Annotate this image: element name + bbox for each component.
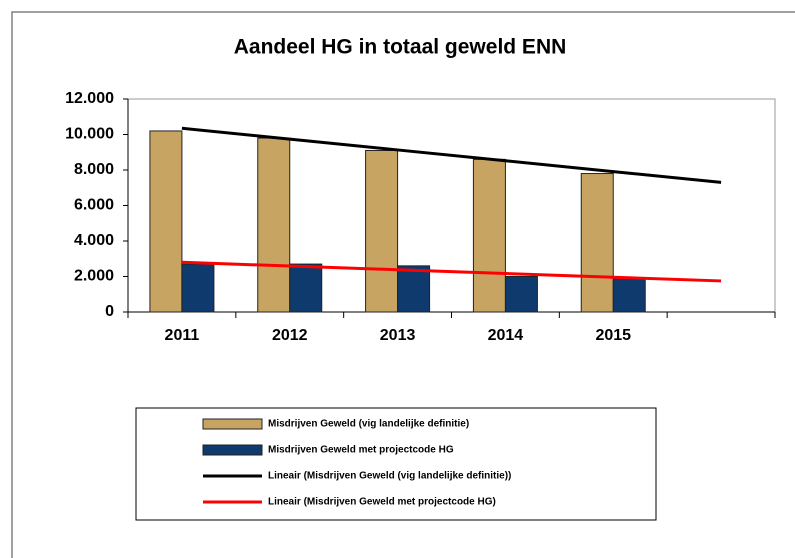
legend-label: Misdrijven Geweld (vig landelijke defini…	[268, 419, 469, 430]
chart-title: Aandeel HG in totaal geweld ENN	[234, 36, 567, 59]
y-tick-label: 10.000	[65, 126, 114, 143]
bar	[472, 158, 506, 313]
bar	[257, 137, 291, 313]
legend-label: Lineair (Misdrijven Geweld met projectco…	[268, 497, 496, 508]
bar	[580, 173, 614, 313]
y-tick-label: 2.000	[74, 268, 114, 285]
bar	[181, 263, 215, 313]
x-tick-label: 2014	[488, 327, 524, 344]
x-tick-label: 2015	[595, 327, 631, 344]
y-tick-label: 8.000	[74, 161, 114, 178]
x-tick-label: 2011	[165, 327, 200, 344]
bar	[397, 265, 431, 313]
legend-label: Lineair (Misdrijven Geweld (vig landelij…	[268, 471, 511, 482]
legend-swatch	[202, 444, 263, 456]
bar	[612, 277, 646, 313]
bar	[289, 263, 323, 313]
legend-label: Misdrijven Geweld met projectcode HG	[268, 445, 454, 456]
trend-line	[181, 126, 722, 184]
y-tick-label: 12.000	[65, 90, 114, 107]
x-tick-label: 2013	[380, 327, 416, 344]
y-tick-label: 4.000	[74, 232, 114, 249]
y-tick-label: 0	[105, 303, 114, 320]
x-tick-label: 2012	[272, 327, 308, 344]
bar	[149, 130, 183, 313]
bar	[365, 149, 399, 313]
legend-swatch	[202, 418, 263, 430]
y-tick-label: 6.000	[74, 197, 114, 214]
bar	[504, 276, 538, 313]
trend-line	[181, 260, 722, 283]
